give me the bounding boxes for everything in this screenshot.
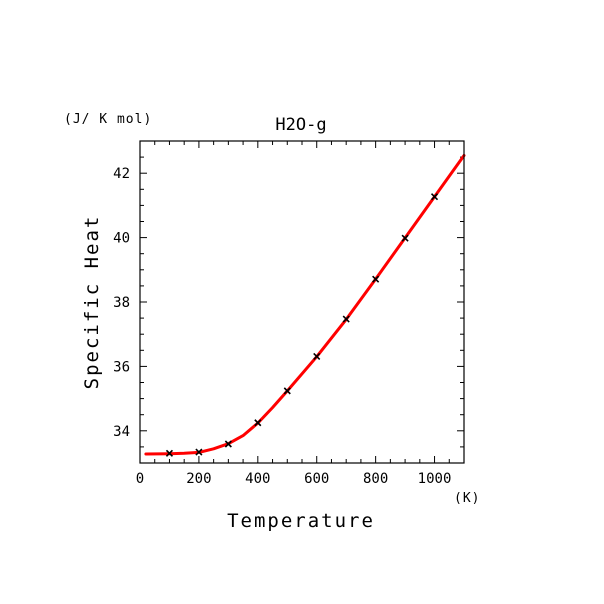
axis-ticks <box>139 141 465 463</box>
x-tick-label: 600 <box>304 471 329 487</box>
data-point-marker <box>372 275 380 283</box>
y-tick-label: 42 <box>113 166 130 182</box>
plot-frame <box>139 140 465 464</box>
x-tick-label: 200 <box>186 471 211 487</box>
y-unit-label: (J/ K mol) <box>64 112 152 127</box>
y-tick-label: 38 <box>113 295 130 311</box>
data-point-marker <box>224 440 232 448</box>
data-point-marker <box>401 234 409 242</box>
series-0-line <box>144 154 466 456</box>
series-markers <box>165 193 439 457</box>
data-point-marker <box>254 419 262 427</box>
y-tick-label: 36 <box>113 359 130 375</box>
x-axis-title: Temperature <box>227 510 375 532</box>
x-tick-label: 800 <box>363 471 388 487</box>
data-point-marker <box>165 449 174 457</box>
data-point-marker <box>283 387 291 395</box>
y-axis-title: Specific Heat <box>81 215 103 390</box>
series-lines <box>144 154 466 456</box>
y-tick-label: 40 <box>113 231 130 247</box>
chart-title: H2O-g <box>275 115 326 135</box>
data-point-marker <box>313 352 321 360</box>
x-unit-label: (K) <box>454 491 480 506</box>
data-point-marker <box>430 193 439 201</box>
x-tick-label: 400 <box>245 471 270 487</box>
x-tick-label: 0 <box>136 471 144 487</box>
data-point-marker <box>195 448 203 456</box>
data-point-marker <box>342 315 350 323</box>
y-tick-label: 34 <box>113 424 130 440</box>
x-tick-label: 1000 <box>418 471 452 487</box>
tick-labels: 0 200 400 600 800 1000 34 36 38 40 42 <box>113 166 451 487</box>
